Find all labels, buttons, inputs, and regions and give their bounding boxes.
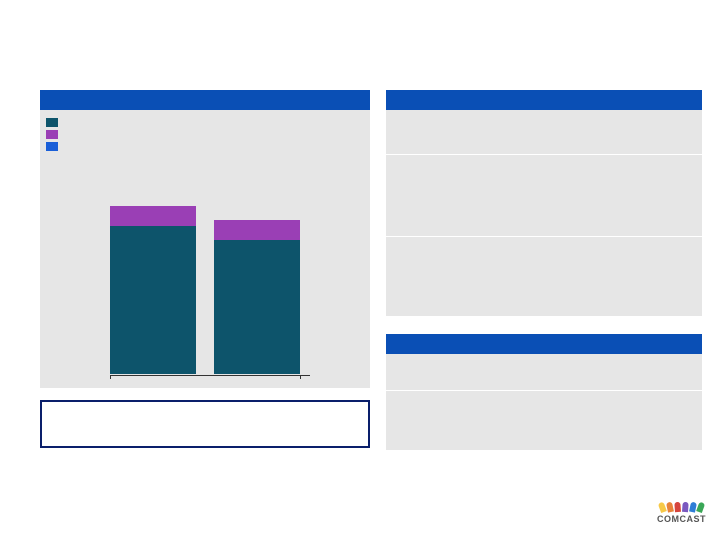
chart-tick-1 bbox=[110, 376, 111, 379]
chart-bar-2 bbox=[214, 220, 300, 374]
chart-plot-area bbox=[80, 126, 340, 376]
chart-card bbox=[40, 90, 370, 388]
right-upper-rule-2 bbox=[386, 236, 702, 237]
comcast-wordmark: COMCAST bbox=[657, 514, 706, 524]
chart-bar-2-seg-purple bbox=[214, 220, 300, 240]
feather-4 bbox=[682, 502, 689, 512]
legend-swatch-b bbox=[46, 130, 58, 139]
note-box bbox=[40, 400, 370, 448]
right-upper-rule-1 bbox=[386, 154, 702, 155]
legend-swatch-a bbox=[46, 118, 58, 127]
right-lower-card bbox=[386, 334, 702, 450]
comcast-logo: COMCAST bbox=[657, 502, 706, 524]
right-lower-rule-1 bbox=[386, 390, 702, 391]
chart-bar-1-seg-teal bbox=[110, 226, 196, 374]
chart-tick-2 bbox=[300, 376, 301, 379]
chart-baseline bbox=[110, 375, 310, 376]
legend-item-a bbox=[46, 118, 58, 127]
chart-legend bbox=[46, 118, 58, 154]
legend-swatch-c bbox=[46, 142, 58, 151]
feather-2 bbox=[666, 502, 674, 513]
feather-3 bbox=[674, 502, 681, 512]
chart-bar-1-seg-purple bbox=[110, 206, 196, 226]
chart-bar-2-seg-teal bbox=[214, 240, 300, 374]
chart-bar-1 bbox=[110, 206, 196, 374]
right-upper-header bbox=[386, 90, 702, 110]
right-upper-card bbox=[386, 90, 702, 316]
feather-1 bbox=[658, 502, 667, 513]
right-lower-header bbox=[386, 334, 702, 354]
legend-item-c bbox=[46, 142, 58, 151]
legend-item-b bbox=[46, 130, 58, 139]
feather-6 bbox=[696, 502, 705, 513]
peacock-icon bbox=[657, 502, 706, 512]
chart-card-header bbox=[40, 90, 370, 110]
